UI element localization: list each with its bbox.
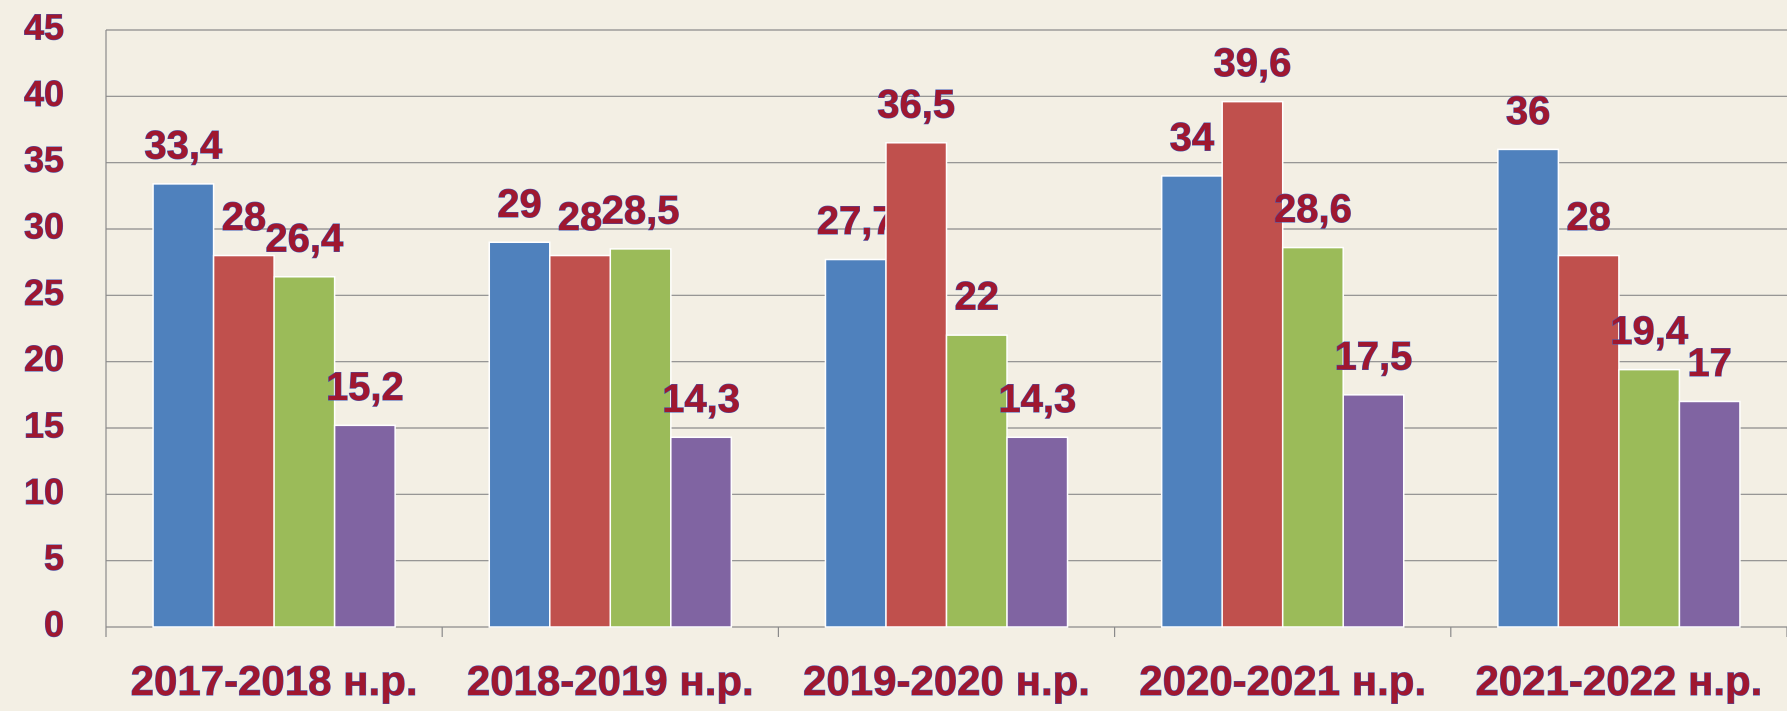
bar xyxy=(550,256,611,627)
y-tick-label: 45 xyxy=(24,7,64,48)
bar xyxy=(671,437,732,627)
value-label: 28,5 xyxy=(602,188,680,232)
y-tick-label: 10 xyxy=(24,471,64,512)
bar xyxy=(886,143,947,627)
bar xyxy=(274,277,335,627)
bar xyxy=(1619,370,1680,627)
page: 0510152025303540452017-2018 н.р.33,42826… xyxy=(0,0,1787,711)
value-label: 27,7 xyxy=(817,199,895,243)
x-tick-label: 2021-2022 н.р. xyxy=(1475,657,1762,704)
x-tick-label: 2020-2021 н.р. xyxy=(1139,657,1426,704)
y-tick-label: 20 xyxy=(24,338,64,379)
value-label: 28,6 xyxy=(1274,187,1352,231)
value-label: 14,3 xyxy=(998,377,1076,421)
bar xyxy=(153,184,214,627)
bar xyxy=(1343,395,1404,627)
value-label: 22 xyxy=(955,275,1000,319)
value-label: 19,4 xyxy=(1610,309,1689,353)
y-tick-label: 15 xyxy=(24,405,64,446)
x-tick-label: 2019-2020 н.р. xyxy=(803,657,1090,704)
value-label: 33,4 xyxy=(144,123,223,167)
y-tick-label: 30 xyxy=(24,206,64,247)
value-label: 28 xyxy=(222,195,267,239)
value-label: 34 xyxy=(1170,115,1215,159)
y-tick-label: 25 xyxy=(24,272,64,313)
x-tick-label: 2017-2018 н.р. xyxy=(131,657,418,704)
x-tick-label: 2018-2019 н.р. xyxy=(467,657,754,704)
bar xyxy=(1498,149,1559,627)
bar xyxy=(610,249,671,627)
y-tick-label: 5 xyxy=(44,537,64,578)
bar xyxy=(825,260,886,627)
y-tick-label: 40 xyxy=(24,73,64,114)
bar xyxy=(1283,248,1344,627)
value-label: 17 xyxy=(1687,341,1732,385)
value-label: 15,2 xyxy=(326,365,404,409)
bar xyxy=(1007,437,1068,627)
value-label: 36,5 xyxy=(877,82,955,126)
value-label: 28 xyxy=(1566,195,1611,239)
bar xyxy=(489,242,550,627)
y-tick-label: 0 xyxy=(44,604,64,645)
bar xyxy=(1162,176,1223,627)
value-label: 17,5 xyxy=(1335,334,1413,378)
chart: 0510152025303540452017-2018 н.р.33,42826… xyxy=(0,0,1787,711)
bar xyxy=(1222,102,1283,627)
value-label: 39,6 xyxy=(1214,41,1292,85)
value-label: 26,4 xyxy=(265,216,344,260)
bar xyxy=(1679,401,1740,627)
value-label: 29 xyxy=(497,182,542,226)
bar xyxy=(214,256,275,627)
y-tick-label: 35 xyxy=(24,139,64,180)
value-label: 14,3 xyxy=(662,377,740,421)
value-label: 36 xyxy=(1506,89,1551,133)
bar xyxy=(335,425,396,627)
value-label: 28 xyxy=(558,195,603,239)
